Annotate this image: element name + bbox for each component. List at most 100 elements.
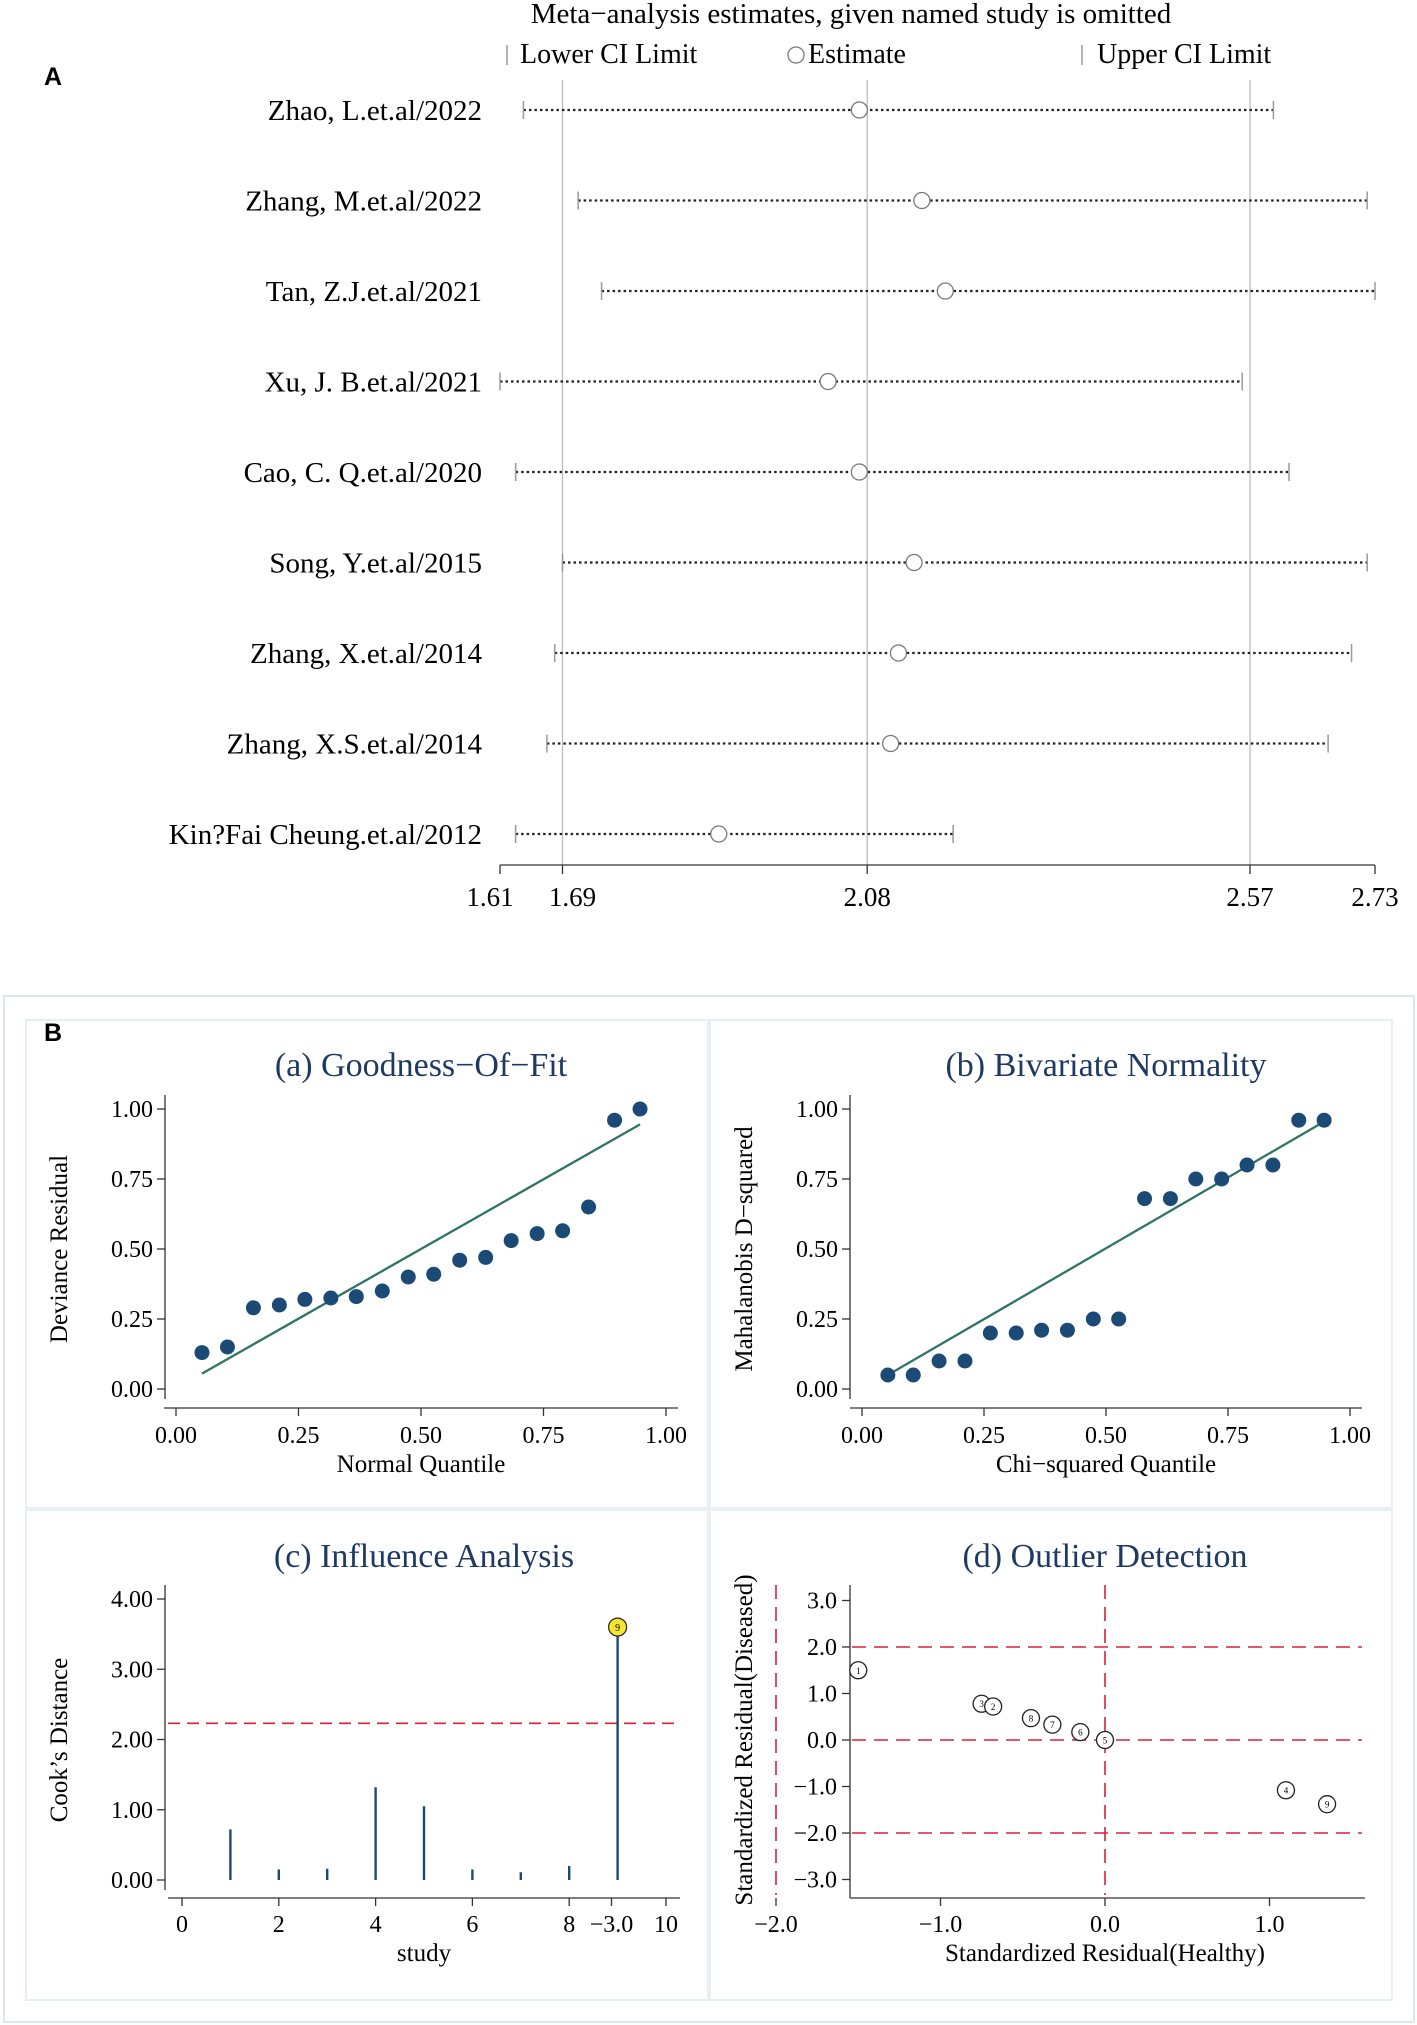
point-marker: [1095, 1730, 1115, 1750]
point-label: 1: [856, 1666, 861, 1676]
x-tick-label: 1.61: [466, 882, 513, 912]
data-point: [426, 1266, 442, 1282]
x-tick-label: 2: [273, 1912, 285, 1938]
x-tick-label: 0.00: [155, 1423, 197, 1449]
point-label: 4: [1284, 1786, 1289, 1796]
x-tick-label: 0.25: [963, 1423, 1005, 1449]
study-row: Zhang, X.S.et.al/2014: [227, 729, 1329, 761]
y-tick-label: 1.00: [111, 1798, 153, 1824]
point-label: 8: [1029, 1714, 1034, 1724]
point-marker: [1021, 1708, 1041, 1728]
study-label: Cao, C. Q.et.al/2020: [244, 457, 482, 489]
point-marker: [1276, 1781, 1296, 1800]
x-tick-label: 0.75: [1207, 1423, 1249, 1449]
point-label: 9: [1325, 1800, 1330, 1810]
study-label: Song, Y.et.al/2015: [269, 548, 482, 580]
y-axis-label: Mahalanobis D−squared: [731, 1126, 758, 1372]
y-tick-label: 0.75: [111, 1167, 153, 1193]
panel-a-x-ticks: 1.61 1.69 2.08 2.57 2.73: [466, 865, 1399, 912]
data-point: [503, 1233, 519, 1249]
subpanel-b-frame: [709, 1019, 1393, 1509]
x-tick-label: 8: [563, 1912, 575, 1938]
estimate-marker: [889, 644, 908, 662]
data-point: [323, 1290, 339, 1306]
study-row: Tan, Z.J.et.al/2021: [266, 276, 1376, 308]
y-tick-label: 1.00: [796, 1097, 838, 1123]
estimate-marker: [710, 825, 728, 843]
subpanel-title: (d) Outlier Detection: [962, 1538, 1247, 1575]
data-point: [905, 1367, 921, 1383]
fit-line: [887, 1120, 1325, 1376]
x-tick-label: 4: [370, 1912, 382, 1938]
fit-line: [201, 1123, 641, 1375]
x-tick-label: −1.0: [919, 1912, 963, 1938]
x-axis-label: study: [397, 1940, 452, 1967]
y-tick-label: 3.0: [807, 1589, 837, 1615]
outlier-point: 4: [1276, 1781, 1296, 1800]
estimate-marker: [936, 282, 954, 300]
outlier-point: 2: [983, 1697, 1003, 1716]
y-tick-label: 0.00: [796, 1377, 838, 1403]
data-point: [271, 1297, 287, 1313]
legend-lower-label: Lower CI Limit: [520, 39, 698, 70]
y-tick-label: 1.0: [807, 1682, 837, 1708]
data-point: [1111, 1311, 1127, 1327]
y-tick-label: 3.00: [111, 1657, 153, 1683]
study-row: Zhao, L.et.al/2022: [268, 95, 1275, 127]
x-tick-label: 2.73: [1351, 882, 1398, 912]
panel-b-frame: [3, 995, 1415, 2023]
study-label: Kin?Fai Cheung.et.al/2012: [169, 819, 482, 851]
x-tick-label: 6: [466, 1912, 478, 1938]
data-point: [1162, 1191, 1178, 1207]
point-marker: [1071, 1722, 1090, 1742]
estimate-marker: [850, 463, 869, 481]
y-tick-label: 2.00: [111, 1728, 153, 1754]
panel-a-rows: Zhao, L.et.al/2022 Zhang, M.et.al/2022 Tan…: [169, 95, 1376, 851]
data-point: [880, 1367, 896, 1383]
outlier-point: 6: [1071, 1722, 1090, 1742]
data-point: [607, 1112, 623, 1128]
data-point: [1316, 1112, 1332, 1128]
subpanel-goodness-of-fit: (a) Goodness−Of−Fit 0.00 0.25 0.50 0.75 1.00 0…: [46, 1047, 687, 1478]
y-tick-label: 0.00: [111, 1868, 153, 1894]
outlier-point: 8: [1021, 1708, 1041, 1728]
point-marker: [983, 1697, 1003, 1716]
outlier-point: 9: [1317, 1795, 1337, 1814]
subpanel-a-frame: [25, 1019, 709, 1509]
x-tick-label: 1.69: [549, 882, 596, 912]
subpanel-title: (b) Bivariate Normality: [945, 1047, 1266, 1084]
point-label: 5: [1103, 1736, 1108, 1746]
x-tick-label: 0.50: [400, 1423, 442, 1449]
study-row: Zhang, X.et.al/2014: [250, 638, 1353, 670]
y-tick-label: 0.75: [796, 1167, 838, 1193]
study-row: Zhang, M.et.al/2022: [245, 186, 1368, 218]
estimate-marker: [881, 734, 900, 753]
x-tick-label: 0: [176, 1912, 188, 1938]
y-tick-label: 0.50: [111, 1237, 153, 1263]
x-tick-label: 1.00: [645, 1423, 687, 1449]
subpanel-outlier-detection: (d) Outlier Detection −3.0 −3.0 −2.0 −2.0 −1.…: [590, 1538, 1365, 1967]
data-point: [1214, 1171, 1230, 1187]
study-label: Zhang, X.S.et.al/2014: [227, 729, 483, 761]
x-tick-label: 2.08: [844, 882, 891, 912]
data-point: [297, 1291, 313, 1307]
data-point: [931, 1353, 947, 1369]
estimate-marker: [819, 372, 837, 391]
point-label: 6: [1078, 1728, 1083, 1738]
x-tick-label: 0.00: [841, 1423, 883, 1449]
subpanel-bivariate-normality: (b) Bivariate Normality 0.00 0.25 0.50 0.75 1…: [731, 1047, 1371, 1478]
data-point: [374, 1283, 390, 1299]
legend-upper-label: Upper CI Limit: [1097, 39, 1271, 70]
point-label: 3: [979, 1699, 984, 1709]
highlight-label: 9: [615, 1623, 620, 1634]
panel-a-label: A: [44, 63, 62, 91]
data-point: [400, 1269, 416, 1285]
highlight-marker: [607, 1617, 628, 1637]
y-axis-label: Deviance Residual: [46, 1155, 73, 1343]
data-point: [1137, 1191, 1153, 1207]
outlier-point: 1: [849, 1661, 868, 1680]
legend-estimate-label: Estimate: [808, 39, 906, 70]
y-axis-label: Cook’s Distance: [46, 1658, 73, 1823]
data-point: [194, 1345, 210, 1361]
